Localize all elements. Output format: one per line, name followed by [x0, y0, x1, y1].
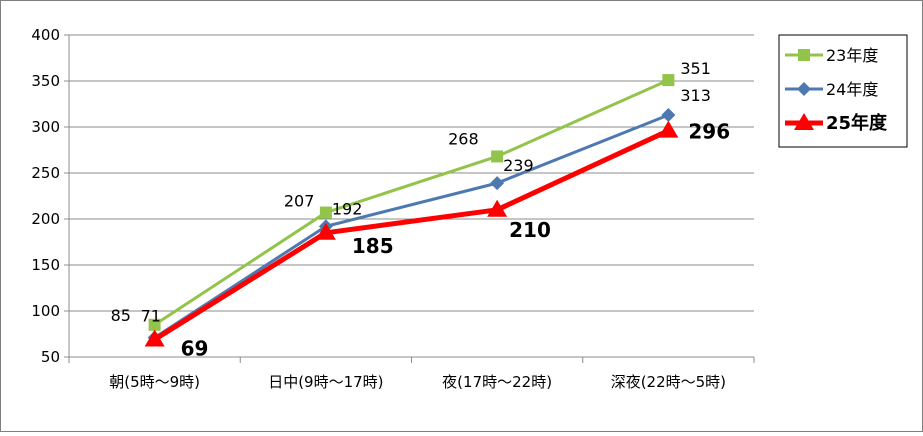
y-tick-label: 100 [31, 302, 60, 320]
marker-square [491, 150, 504, 163]
y-tick-label: 400 [31, 26, 60, 44]
data-label: 351 [680, 59, 711, 78]
data-labels: 85 207 268 351 71 192 239 313 69 185 210 296 [111, 59, 731, 360]
x-tick-label: 日中(9時〜17時) [268, 373, 383, 391]
data-label: 185 [352, 234, 394, 258]
y-tick-label: 50 [41, 348, 60, 366]
x-tick-label: 朝(5時〜9時) [109, 373, 200, 391]
gridlines [69, 34, 754, 312]
data-label: 296 [688, 120, 730, 144]
marker-triangle [315, 222, 336, 240]
marker-diamond [797, 82, 811, 96]
marker-diamond [661, 108, 676, 123]
marker-triangle [487, 199, 508, 217]
data-label: 210 [509, 218, 551, 242]
x-tick-label: 夜(17時〜22時) [442, 373, 552, 391]
legend-label: 23年度 [826, 46, 878, 65]
series-3 [144, 120, 679, 347]
data-label: 69 [181, 337, 209, 361]
data-label: 192 [332, 199, 363, 218]
y-tick-label: 300 [31, 118, 60, 136]
data-label: 268 [448, 129, 479, 148]
data-label: 71 [141, 307, 161, 326]
legend-label: 24年度 [826, 80, 878, 99]
y-tick-label: 250 [31, 164, 60, 182]
marker-square [662, 74, 675, 87]
axes: 50 100 150 200 250 300 350 400 朝(5時〜9時) 日中(9時〜17時… [31, 26, 755, 391]
data-label: 313 [680, 86, 711, 105]
marker-square [148, 318, 161, 331]
marker-triangle [658, 120, 679, 138]
y-tick-label: 150 [31, 256, 60, 274]
marker-diamond [490, 176, 505, 191]
legend: 23年度 24年度 25年度 [778, 34, 908, 148]
x-tick-label: 深夜(22時〜5時) [611, 373, 726, 391]
marker-triangle [144, 329, 165, 347]
y-tick-label: 350 [31, 72, 60, 90]
data-label: 85 [111, 306, 131, 325]
series-2 [147, 108, 676, 345]
series-lines [144, 74, 679, 347]
series-line [153, 128, 670, 342]
legend-label: 25年度 [826, 112, 888, 134]
marker-triangle [794, 113, 814, 130]
series-1 [148, 74, 675, 331]
marker-square [798, 49, 810, 61]
y-tick-label: 200 [31, 210, 60, 228]
marker-square [319, 206, 332, 219]
series-line [153, 78, 669, 327]
data-label: 239 [503, 156, 534, 175]
series-line [153, 113, 669, 339]
data-label: 207 [284, 192, 315, 211]
